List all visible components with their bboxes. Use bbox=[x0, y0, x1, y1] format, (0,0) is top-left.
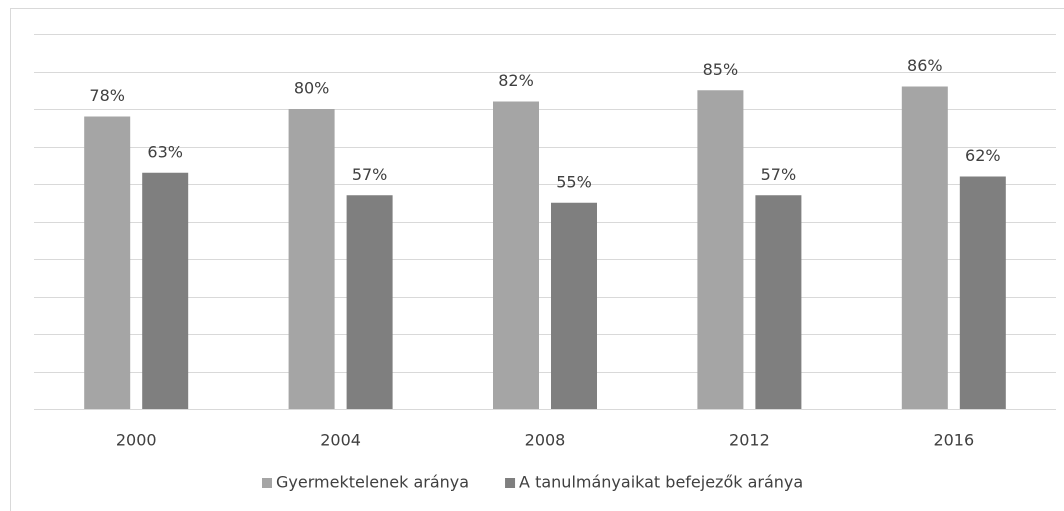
data-label: 55% bbox=[556, 172, 592, 191]
data-label: 82% bbox=[498, 71, 534, 90]
bar bbox=[551, 202, 597, 409]
data-label: 86% bbox=[907, 56, 943, 75]
bar bbox=[346, 195, 393, 409]
bar bbox=[901, 86, 948, 409]
data-label: 78% bbox=[89, 86, 125, 105]
x-tick-label: 2008 bbox=[525, 431, 566, 450]
bar bbox=[959, 176, 1006, 409]
legend-swatch bbox=[262, 478, 272, 488]
legend-label: Gyermektelenek aránya bbox=[276, 473, 469, 492]
legend-swatch bbox=[505, 478, 516, 488]
data-label: 57% bbox=[761, 165, 797, 184]
x-tick-label: 2016 bbox=[933, 431, 974, 450]
legend-label: A tanulmányaikat befejezők aránya bbox=[519, 473, 803, 492]
x-tick-label: 2000 bbox=[116, 431, 157, 450]
data-label: 57% bbox=[352, 165, 388, 184]
bar bbox=[142, 172, 189, 409]
bar bbox=[288, 109, 335, 409]
data-label: 63% bbox=[147, 142, 183, 161]
x-tick-label: 2012 bbox=[729, 431, 770, 450]
bar bbox=[493, 101, 539, 409]
bar bbox=[84, 116, 131, 409]
bar bbox=[755, 195, 802, 409]
data-label: 80% bbox=[294, 79, 330, 98]
bar bbox=[697, 90, 744, 409]
x-tick-label: 2004 bbox=[320, 431, 361, 450]
data-label: 62% bbox=[965, 146, 1001, 165]
data-label: 85% bbox=[703, 60, 739, 79]
